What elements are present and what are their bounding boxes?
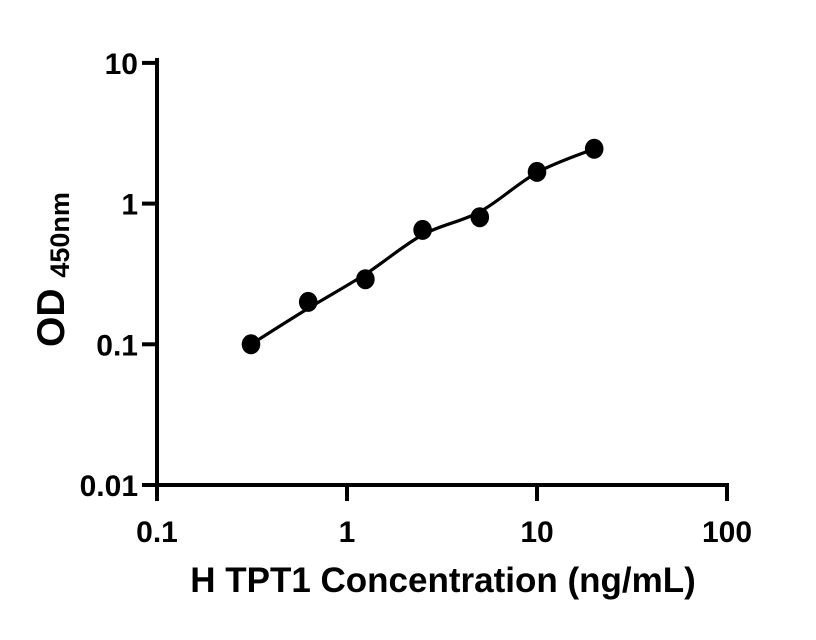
data-point [241, 334, 261, 355]
y-axis-tick-labels: 10 1 0.1 0.01 [80, 48, 138, 503]
x-tick-label: 100 [702, 516, 752, 549]
y-axis-title: OD 450nm [30, 192, 75, 347]
x-axis-ticks [155, 485, 729, 501]
y-axis-ticks [142, 60, 157, 487]
data-point [527, 161, 547, 182]
x-tick-label: 0.1 [136, 516, 178, 549]
y-tick-label: 10 [105, 48, 138, 81]
x-axis-tick-labels: 0.1 1 10 100 [136, 516, 752, 549]
y-axis-title-main: OD [30, 289, 73, 348]
y-axis-title-sub: 450nm [45, 192, 75, 278]
x-tick-label: 1 [339, 516, 356, 549]
data-point [470, 207, 490, 228]
x-axis-title: H TPT1 Concentration (ng/mL) [190, 561, 696, 600]
data-point-layer [241, 138, 604, 355]
data-point [413, 219, 432, 240]
x-tick-label: 10 [520, 516, 553, 549]
data-point [356, 269, 375, 290]
data-point [298, 291, 318, 312]
data-point [584, 138, 604, 159]
y-tick-label: 0.01 [80, 470, 138, 503]
y-tick-label: 1 [121, 189, 138, 222]
y-tick-label: 0.1 [96, 329, 138, 362]
